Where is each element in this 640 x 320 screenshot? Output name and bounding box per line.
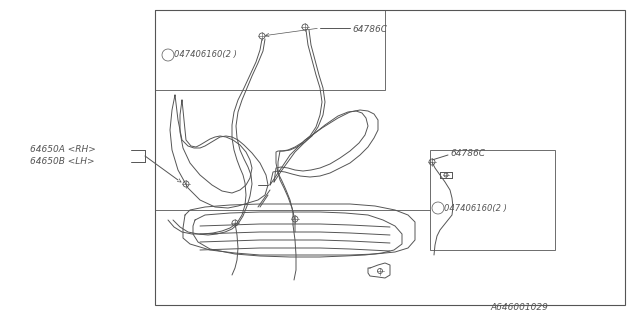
Text: 64786C: 64786C xyxy=(450,149,485,158)
Text: A646001029: A646001029 xyxy=(490,303,548,313)
Text: 64650B <LH>: 64650B <LH> xyxy=(30,157,95,166)
Text: 64786C: 64786C xyxy=(352,25,387,34)
Text: 047406160(2 ): 047406160(2 ) xyxy=(174,51,237,60)
Bar xyxy=(155,10,625,305)
Bar xyxy=(155,10,385,90)
Text: 64650A <RH>: 64650A <RH> xyxy=(30,146,96,155)
Text: 047406160(2 ): 047406160(2 ) xyxy=(444,204,507,212)
Bar xyxy=(430,150,555,250)
